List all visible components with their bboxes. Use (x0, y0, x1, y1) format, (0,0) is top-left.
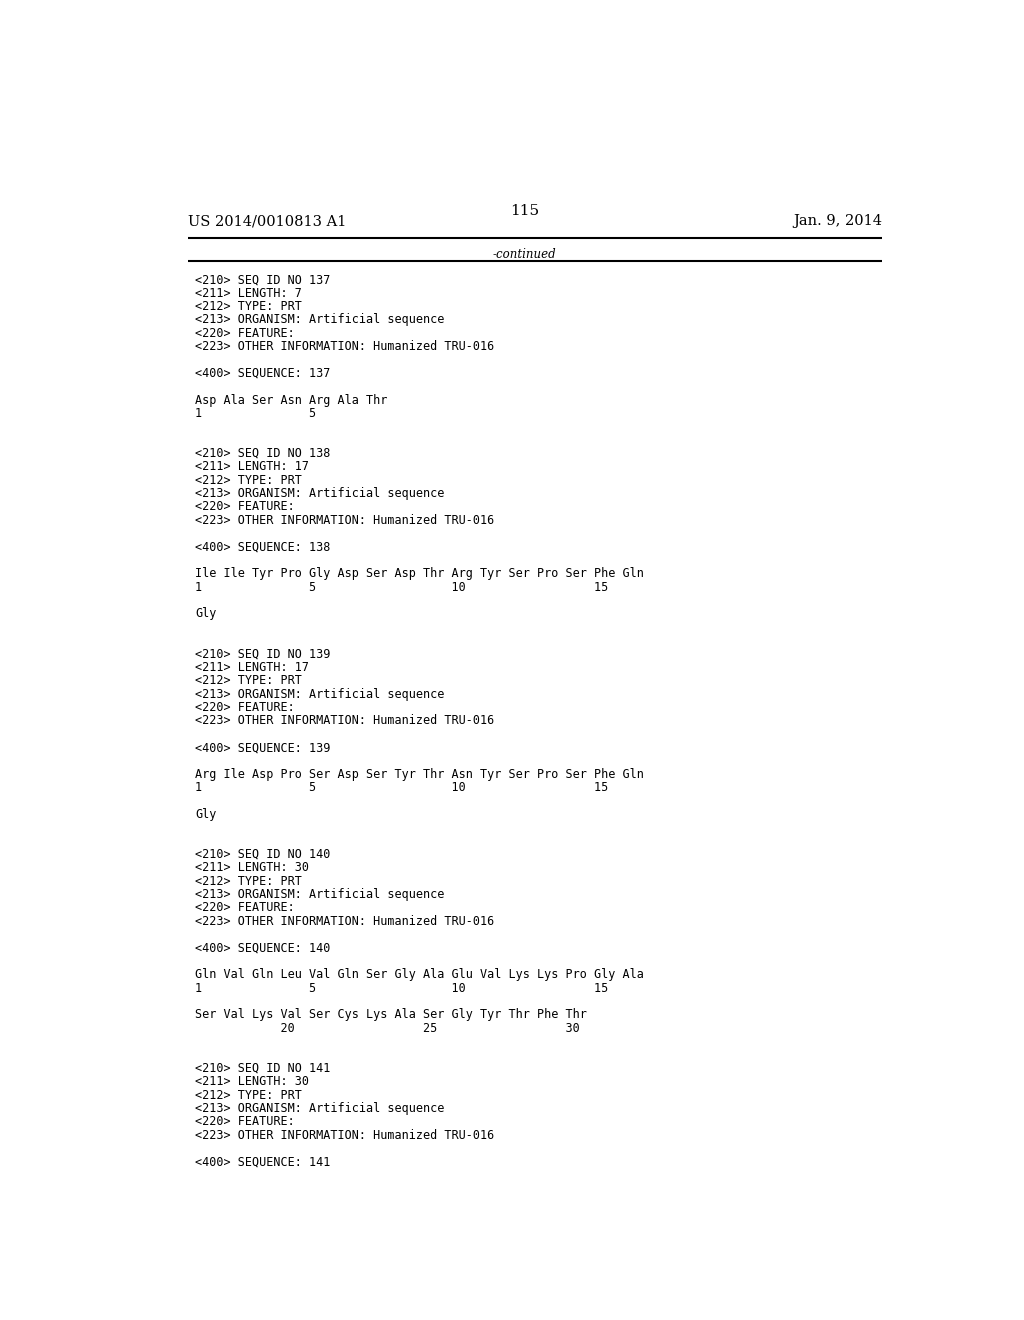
Text: <213> ORGANISM: Artificial sequence: <213> ORGANISM: Artificial sequence (196, 313, 444, 326)
Text: Asp Ala Ser Asn Arg Ala Thr: Asp Ala Ser Asn Arg Ala Thr (196, 393, 388, 407)
Text: <223> OTHER INFORMATION: Humanized TRU-016: <223> OTHER INFORMATION: Humanized TRU-0… (196, 341, 495, 352)
Text: <210> SEQ ID NO 137: <210> SEQ ID NO 137 (196, 273, 331, 286)
Text: Gln Val Gln Leu Val Gln Ser Gly Ala Glu Val Lys Lys Pro Gly Ala: Gln Val Gln Leu Val Gln Ser Gly Ala Glu … (196, 969, 644, 981)
Text: <212> TYPE: PRT: <212> TYPE: PRT (196, 300, 302, 313)
Text: <223> OTHER INFORMATION: Humanized TRU-016: <223> OTHER INFORMATION: Humanized TRU-0… (196, 513, 495, 527)
Text: <210> SEQ ID NO 138: <210> SEQ ID NO 138 (196, 447, 331, 459)
Text: <400> SEQUENCE: 141: <400> SEQUENCE: 141 (196, 1155, 331, 1168)
Text: <211> LENGTH: 30: <211> LENGTH: 30 (196, 862, 309, 874)
Text: <220> FEATURE:: <220> FEATURE: (196, 1115, 295, 1129)
Text: 1               5                   10                  15: 1 5 10 15 (196, 581, 608, 594)
Text: Ile Ile Tyr Pro Gly Asp Ser Asp Thr Arg Tyr Ser Pro Ser Phe Gln: Ile Ile Tyr Pro Gly Asp Ser Asp Thr Arg … (196, 568, 644, 581)
Text: 1               5                   10                  15: 1 5 10 15 (196, 982, 608, 995)
Text: <213> ORGANISM: Artificial sequence: <213> ORGANISM: Artificial sequence (196, 487, 444, 500)
Text: <213> ORGANISM: Artificial sequence: <213> ORGANISM: Artificial sequence (196, 1102, 444, 1115)
Text: <223> OTHER INFORMATION: Humanized TRU-016: <223> OTHER INFORMATION: Humanized TRU-0… (196, 1129, 495, 1142)
Text: <400> SEQUENCE: 140: <400> SEQUENCE: 140 (196, 941, 331, 954)
Text: <223> OTHER INFORMATION: Humanized TRU-016: <223> OTHER INFORMATION: Humanized TRU-0… (196, 915, 495, 928)
Text: <210> SEQ ID NO 141: <210> SEQ ID NO 141 (196, 1061, 331, 1074)
Text: Ser Val Lys Val Ser Cys Lys Ala Ser Gly Tyr Thr Phe Thr: Ser Val Lys Val Ser Cys Lys Ala Ser Gly … (196, 1008, 588, 1022)
Text: <400> SEQUENCE: 139: <400> SEQUENCE: 139 (196, 741, 331, 754)
Text: <213> ORGANISM: Artificial sequence: <213> ORGANISM: Artificial sequence (196, 688, 444, 701)
Text: <212> TYPE: PRT: <212> TYPE: PRT (196, 1089, 302, 1102)
Text: <400> SEQUENCE: 137: <400> SEQUENCE: 137 (196, 367, 331, 380)
Text: <211> LENGTH: 7: <211> LENGTH: 7 (196, 286, 302, 300)
Text: <211> LENGTH: 17: <211> LENGTH: 17 (196, 661, 309, 673)
Text: <220> FEATURE:: <220> FEATURE: (196, 500, 295, 513)
Text: Jan. 9, 2014: Jan. 9, 2014 (793, 214, 882, 228)
Text: <210> SEQ ID NO 139: <210> SEQ ID NO 139 (196, 648, 331, 660)
Text: -continued: -continued (493, 248, 557, 261)
Text: US 2014/0010813 A1: US 2014/0010813 A1 (187, 214, 346, 228)
Text: <212> TYPE: PRT: <212> TYPE: PRT (196, 675, 302, 688)
Text: <210> SEQ ID NO 140: <210> SEQ ID NO 140 (196, 847, 331, 861)
Text: <212> TYPE: PRT: <212> TYPE: PRT (196, 474, 302, 487)
Text: <211> LENGTH: 17: <211> LENGTH: 17 (196, 461, 309, 474)
Text: Arg Ile Asp Pro Ser Asp Ser Tyr Thr Asn Tyr Ser Pro Ser Phe Gln: Arg Ile Asp Pro Ser Asp Ser Tyr Thr Asn … (196, 768, 644, 781)
Text: <220> FEATURE:: <220> FEATURE: (196, 327, 295, 339)
Text: 20                  25                  30: 20 25 30 (196, 1022, 581, 1035)
Text: <213> ORGANISM: Artificial sequence: <213> ORGANISM: Artificial sequence (196, 888, 444, 902)
Text: Gly: Gly (196, 607, 217, 620)
Text: <220> FEATURE:: <220> FEATURE: (196, 902, 295, 915)
Text: 1               5                   10                  15: 1 5 10 15 (196, 781, 608, 795)
Text: <211> LENGTH: 30: <211> LENGTH: 30 (196, 1076, 309, 1088)
Text: 1               5: 1 5 (196, 407, 316, 420)
Text: <220> FEATURE:: <220> FEATURE: (196, 701, 295, 714)
Text: <212> TYPE: PRT: <212> TYPE: PRT (196, 875, 302, 888)
Text: Gly: Gly (196, 808, 217, 821)
Text: <223> OTHER INFORMATION: Humanized TRU-016: <223> OTHER INFORMATION: Humanized TRU-0… (196, 714, 495, 727)
Text: <400> SEQUENCE: 138: <400> SEQUENCE: 138 (196, 541, 331, 553)
Text: 115: 115 (510, 205, 540, 218)
